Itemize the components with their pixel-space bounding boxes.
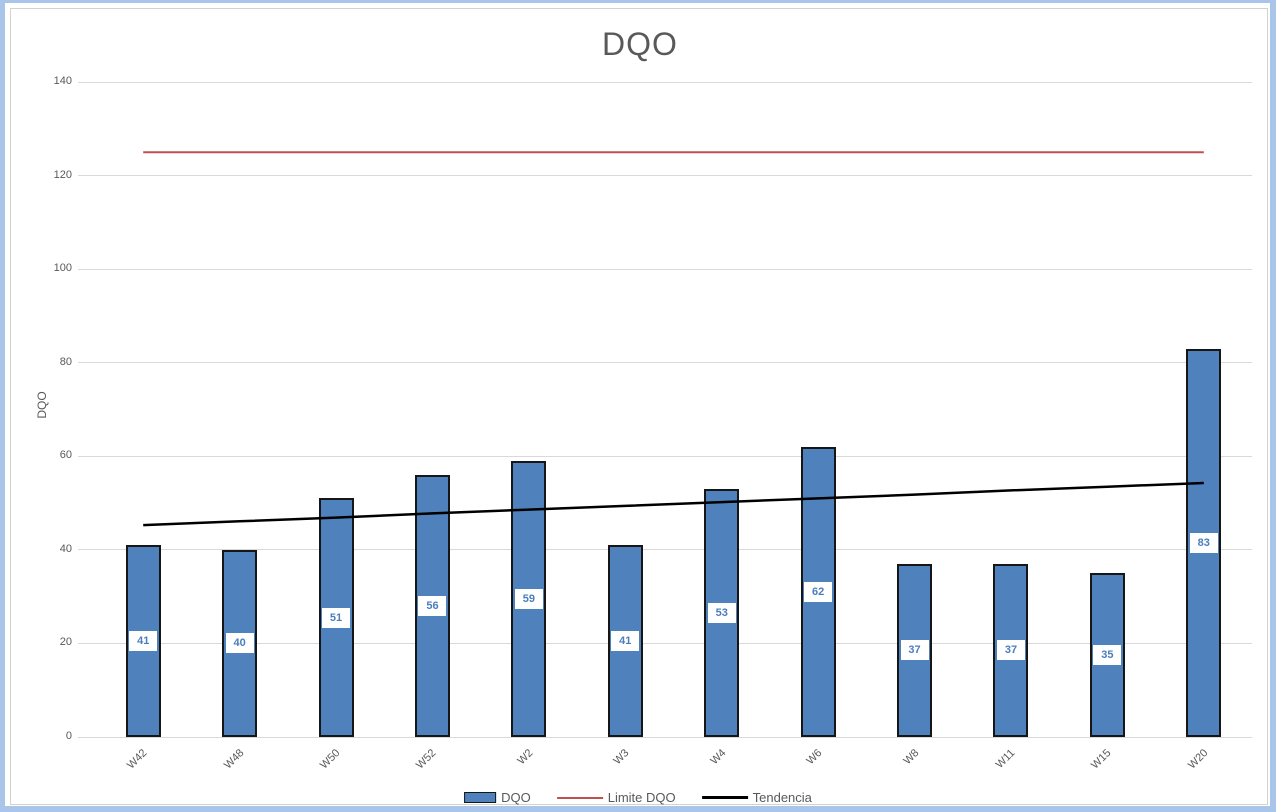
y-axis-tick-label: 40 <box>59 542 72 555</box>
bar-value-label-w8: 37 <box>900 640 929 661</box>
bar-value-label-w6: 62 <box>804 581 833 602</box>
y-axis-tick-label: 0 <box>65 730 72 742</box>
bar-value-label-w20: 83 <box>1189 532 1218 553</box>
legend-swatch-line <box>556 796 603 799</box>
legend-item-dqo[interactable]: DQO <box>464 790 531 805</box>
bar-value-label-w50: 51 <box>322 607 351 628</box>
bar-value-label-w52: 56 <box>418 596 447 616</box>
legend-label: Tendencia <box>752 790 812 805</box>
y-axis-tick-label: 80 <box>59 355 72 368</box>
bar-value-label-w15: 35 <box>1093 645 1122 666</box>
gridline <box>78 736 1252 738</box>
y-axis-title: DQO <box>35 391 49 419</box>
legend-swatch-bar <box>464 792 497 803</box>
bar-value-label-w4: 53 <box>707 603 736 624</box>
bar-value-label-w42: 41 <box>129 631 158 652</box>
legend-swatch-line <box>701 796 748 799</box>
gridline <box>78 362 1252 364</box>
gridline <box>78 549 1252 551</box>
y-axis-tick-label: 120 <box>53 168 72 181</box>
legend-item-tendencia[interactable]: Tendencia <box>701 790 812 805</box>
bar-value-label-w48: 40 <box>225 633 254 654</box>
gridline <box>78 81 1252 83</box>
y-axis-tick-label: 140 <box>53 75 72 87</box>
bar-value-label-w3: 41 <box>611 631 640 652</box>
chart-area-border <box>10 8 1268 805</box>
gridline <box>78 455 1252 457</box>
y-axis-tick-label: 100 <box>53 262 72 275</box>
gridline <box>78 268 1252 270</box>
y-axis-tick-label: 60 <box>59 449 72 462</box>
gridline <box>78 642 1252 644</box>
gridline <box>78 175 1252 177</box>
legend: DQO Limite DQO Tendencia <box>464 790 812 805</box>
bar-value-label-w2: 59 <box>514 588 543 609</box>
y-axis-tick-label: 20 <box>59 636 72 649</box>
chart-title: DQO <box>602 26 678 62</box>
bar-value-label-w11: 37 <box>996 640 1025 661</box>
legend-label: DQO <box>501 790 531 805</box>
legend-label: Limite DQO <box>607 790 676 805</box>
legend-item-limite-dqo[interactable]: Limite DQO <box>556 790 676 805</box>
